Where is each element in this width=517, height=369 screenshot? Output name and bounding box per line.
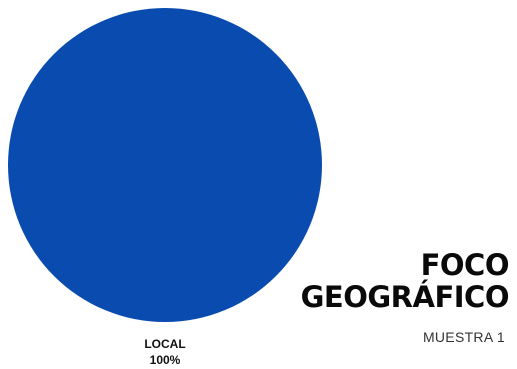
- slice-value-local: 100%: [149, 353, 181, 367]
- chart-subtitle: MUESTRA 1: [422, 329, 505, 345]
- pie-slice-local: [8, 8, 322, 322]
- slice-label-local: LOCAL: [144, 337, 186, 351]
- chart-title-line-2: GEOGRÁFICO: [300, 280, 510, 314]
- chart-title-line-1: FOCO: [420, 248, 510, 282]
